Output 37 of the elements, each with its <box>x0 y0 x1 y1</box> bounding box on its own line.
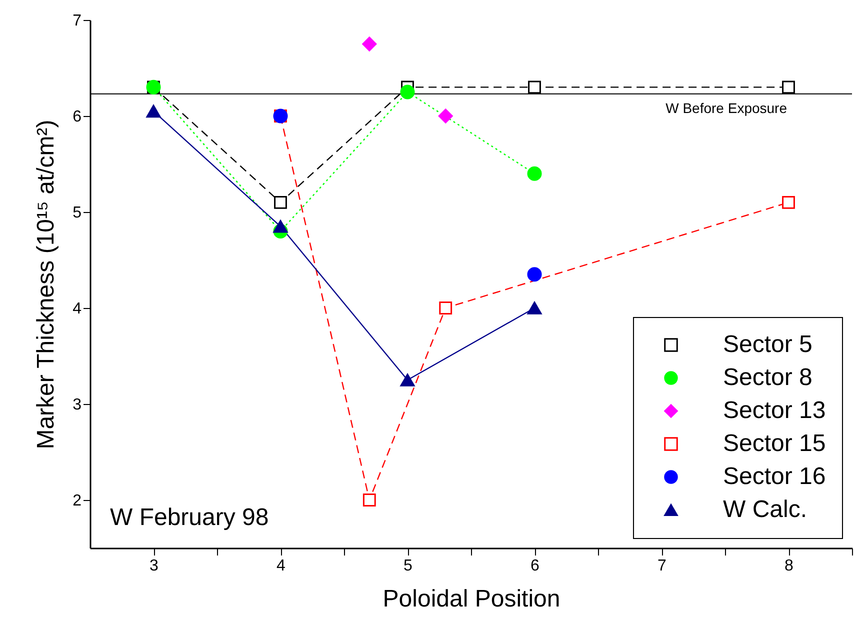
x-tick-label: 4 <box>276 558 286 574</box>
legend-label: W Calc. <box>723 496 807 523</box>
point <box>400 84 415 100</box>
point <box>146 104 161 118</box>
legend-label: Sector 15 <box>723 430 826 457</box>
x-tick-label: 5 <box>404 558 413 574</box>
legend-label: Sector 16 <box>723 463 826 490</box>
ref-line-label: W Before Exposure <box>666 100 788 116</box>
x-axis-title: Poloidal Position <box>382 586 560 612</box>
point <box>362 494 376 506</box>
y-tick-label: 6 <box>72 108 82 126</box>
y-axis-title: Marker Thickness (10¹⁵ at/cm²) <box>32 120 60 450</box>
point <box>528 80 541 94</box>
point <box>527 166 542 181</box>
x-tick-label: 6 <box>530 558 540 574</box>
x-tick-label: 3 <box>150 558 159 574</box>
point <box>439 302 452 314</box>
legend-label: Sector 8 <box>723 364 812 391</box>
x-tick-label: 7 <box>658 558 667 574</box>
y-tick-label: 7 <box>72 12 82 30</box>
y-tick-label: 4 <box>72 300 82 318</box>
y-tick-label: 3 <box>72 396 82 414</box>
point <box>362 36 377 52</box>
point <box>527 302 542 314</box>
legend-label: Sector 5 <box>723 331 812 358</box>
point <box>782 196 795 209</box>
point <box>782 80 795 94</box>
point <box>527 267 542 282</box>
point <box>400 374 415 386</box>
point <box>273 220 288 233</box>
y-tick-label: 2 <box>72 492 82 510</box>
annotation: W February 98 <box>110 504 269 531</box>
point <box>274 196 287 209</box>
x-tick-label: 8 <box>784 558 794 574</box>
point <box>438 108 453 124</box>
y-tick-label: 5 <box>72 204 82 222</box>
legend-label: Sector 13 <box>723 397 826 424</box>
